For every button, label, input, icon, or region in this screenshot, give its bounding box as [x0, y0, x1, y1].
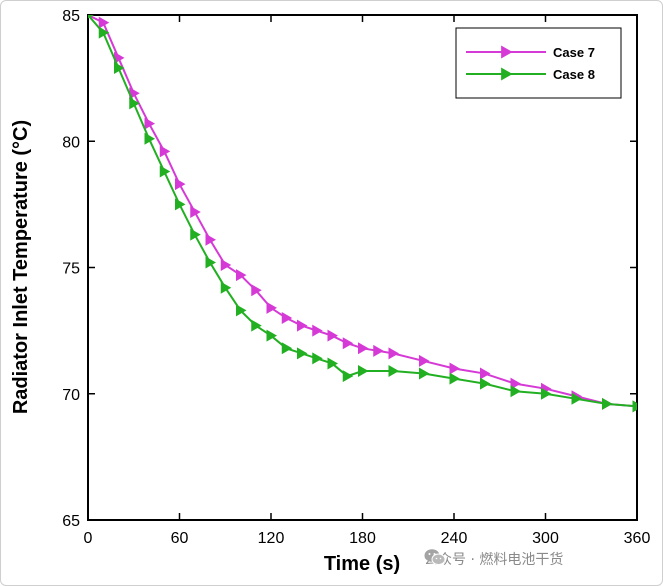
data-point	[159, 145, 171, 158]
data-point	[510, 385, 521, 398]
data-point	[327, 357, 338, 370]
data-point	[236, 269, 247, 282]
data-point	[419, 354, 430, 367]
data-point	[602, 397, 613, 410]
legend-label: Case 8	[553, 67, 595, 82]
data-point	[266, 301, 277, 314]
legend-box	[455, 27, 622, 99]
data-point	[88, 15, 94, 19]
data-point	[388, 347, 399, 360]
x-tick-label: 300	[532, 530, 559, 547]
watermark: 公众号 · 燃料电池干货	[424, 548, 563, 570]
data-point	[114, 62, 125, 75]
data-point	[449, 362, 460, 375]
data-point	[144, 117, 155, 130]
x-tick-label: 0	[84, 530, 93, 547]
legend: Case 7 Case 8	[455, 27, 622, 99]
axis-ticks: 0 60 120 180 240 300 360 65 70 75 80 85	[62, 8, 650, 547]
data-point	[358, 365, 369, 378]
data-point	[342, 337, 354, 350]
legend-marker	[501, 45, 513, 59]
data-point	[144, 132, 155, 145]
wechat-icon	[424, 549, 446, 566]
data-point	[281, 342, 293, 355]
data-point	[251, 319, 262, 332]
data-point	[358, 342, 369, 355]
x-tick-label: 180	[349, 530, 376, 547]
y-tick-label: 65	[62, 513, 80, 530]
data-point	[175, 178, 186, 191]
data-point	[236, 304, 247, 317]
data-point	[312, 352, 323, 365]
data-point	[297, 347, 308, 360]
data-point	[297, 319, 308, 332]
y-tick-label: 85	[62, 8, 80, 25]
data-point	[190, 228, 201, 241]
data-point	[266, 329, 277, 342]
data-point	[419, 367, 430, 380]
legend-marker	[501, 67, 513, 81]
x-tick-label: 120	[258, 530, 285, 547]
data-point	[342, 370, 354, 383]
data-point	[190, 205, 201, 218]
y-axis-title: Radiator Inlet Temperature (°C)	[10, 120, 32, 414]
y-tick-label: 80	[62, 134, 80, 151]
data-point	[571, 392, 582, 405]
data-point	[449, 372, 460, 385]
data-point	[98, 26, 110, 39]
data-point	[312, 324, 323, 337]
data-point	[510, 377, 521, 390]
data-point	[327, 329, 338, 342]
data-point	[129, 97, 140, 110]
series-layer	[88, 15, 637, 413]
data-point	[388, 365, 399, 378]
data-point	[373, 344, 384, 357]
y-tick-label: 70	[62, 387, 80, 404]
data-point	[114, 51, 125, 64]
x-tick-label: 60	[171, 530, 189, 547]
data-point	[205, 256, 216, 269]
series-line-case-8	[88, 15, 637, 408]
data-point	[159, 165, 171, 178]
data-point	[480, 367, 491, 380]
x-tick-label: 360	[624, 530, 651, 547]
data-point	[541, 387, 552, 400]
data-point	[220, 281, 232, 294]
data-point	[129, 87, 140, 100]
data-point	[281, 312, 293, 324]
x-axis-title: Time (s)	[324, 553, 400, 575]
data-point	[98, 16, 110, 29]
data-point	[175, 198, 186, 211]
x-tick-label: 240	[441, 530, 468, 547]
data-point	[251, 284, 262, 297]
data-point	[220, 258, 232, 271]
data-point	[480, 377, 491, 390]
y-tick-label: 75	[62, 261, 80, 278]
data-point	[632, 400, 637, 413]
data-point	[205, 233, 216, 246]
legend-label: Case 7	[553, 45, 595, 60]
watermark-text: 公众号 · 燃料电池干货	[424, 552, 564, 568]
